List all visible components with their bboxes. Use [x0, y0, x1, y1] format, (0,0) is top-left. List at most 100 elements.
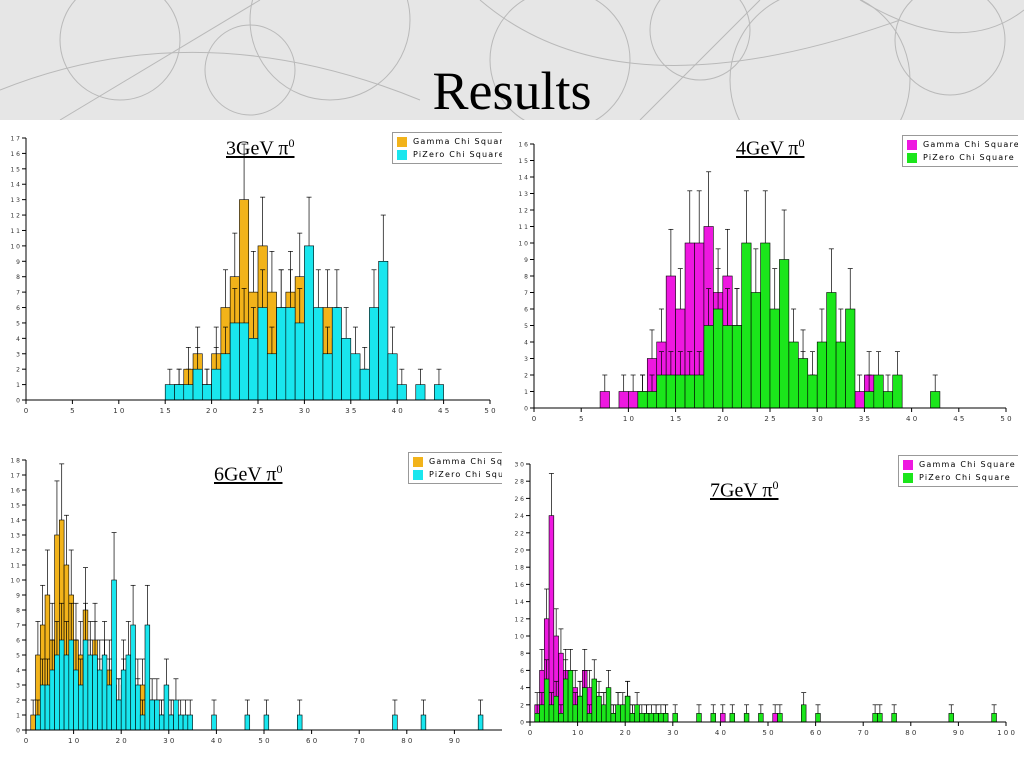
histogram-bar-cyan	[68, 639, 74, 731]
plot-title-superscript: 0	[798, 136, 805, 150]
legend-3gev: Gamma Chi Square PiZero Chi Square	[392, 132, 502, 164]
y-tick-label: 1 1	[518, 224, 528, 231]
histogram-bar-cyan	[106, 684, 112, 731]
histogram-bar-green	[807, 374, 818, 409]
x-tick-label: 5	[579, 415, 583, 423]
legend-item-pizero: PiZero Chi Square	[907, 151, 1015, 164]
y-tick-label: 1 2	[10, 213, 20, 220]
y-tick-label: 1 5	[518, 158, 528, 165]
histogram-bar-green	[892, 374, 903, 409]
y-tick-label: 1 5	[10, 503, 20, 510]
histogram-bar-cyan	[396, 384, 407, 401]
histogram-bar-green	[586, 713, 593, 723]
legend-4gev: Gamma Chi Square PiZero Chi Square	[902, 135, 1018, 167]
y-tick-label: 0	[16, 728, 20, 735]
y-tick-label: 6	[16, 638, 20, 645]
histogram-bar-cyan	[331, 307, 342, 401]
legend-7gev: Gamma Chi Square PiZero Chi Square	[898, 455, 1018, 487]
x-tick-label: 4 0	[211, 737, 222, 745]
y-tick-label: 5	[16, 320, 20, 327]
plot-title-superscript: 0	[772, 478, 779, 492]
histogram-bar-green	[572, 704, 578, 723]
legend-swatch-cyan	[397, 149, 407, 160]
histogram-bar-green	[835, 341, 846, 409]
y-tick-label: 8	[520, 651, 524, 658]
x-tick-label: 4 5	[953, 415, 964, 423]
histogram-bar-green	[684, 374, 695, 409]
y-tick-label: 3	[524, 356, 528, 363]
y-tick-label: 1 0	[10, 578, 20, 585]
histogram-bar-cyan	[229, 322, 240, 401]
x-tick-label: 0	[532, 415, 536, 423]
histogram-bar-green	[643, 713, 650, 723]
legend-swatch-gold	[413, 456, 423, 467]
histogram-bar-cyan	[154, 699, 160, 731]
x-tick-label: 8 0	[905, 729, 916, 737]
y-tick-label: 1 2	[518, 208, 528, 215]
legend-item-pizero: PiZero Chi Square	[397, 148, 502, 161]
histogram-bar-green	[548, 704, 555, 723]
histogram-bar-green	[675, 374, 686, 409]
histogram-bar-cyan	[350, 353, 361, 401]
histogram-6gev: 0 1 0 2 0 3 0 4 0 5 0 6 0 7 0 8 0 9 0 0 1 2 3 4 5 6 7 8 9 1 …	[10, 458, 502, 745]
histogram-bar-green	[615, 704, 621, 723]
histogram-bar-cyan	[158, 714, 165, 731]
histogram-bar-magenta	[628, 391, 639, 409]
histogram-bar-green	[731, 325, 742, 409]
y-tick-label: 1	[524, 389, 528, 396]
histogram-bar-green	[826, 292, 837, 409]
y-tick-label: 1 6	[10, 488, 20, 495]
histogram-bar-green	[648, 713, 655, 723]
plot-title-superscript: 0	[276, 462, 283, 476]
histogram-bar-cyan	[178, 714, 184, 731]
legend-6gev: Gamma Chi Squ PiZero Chi Squar	[408, 452, 502, 484]
histogram-bar-cyan	[82, 639, 89, 731]
histogram-bar-green	[696, 713, 702, 723]
histogram-bar-cyan	[54, 654, 60, 731]
y-tick-label: 0	[16, 398, 20, 405]
legend-label: Gamma Chi Square	[413, 137, 502, 146]
histogram-bar-cyan	[130, 624, 136, 731]
histogram-bar-green	[620, 704, 626, 723]
y-tick-label: 1 4	[514, 599, 524, 606]
histogram-bar-green	[750, 292, 761, 409]
histogram-bar-cyan	[174, 384, 185, 401]
histogram-bar-green	[563, 678, 569, 723]
x-tick-label: 7 0	[354, 737, 365, 745]
y-tick-label: 2 8	[514, 479, 524, 486]
y-tick-label: 5	[16, 653, 20, 660]
legend-item-gamma: Gamma Chi Square	[907, 138, 1018, 151]
histogram-bar-cyan	[97, 669, 103, 731]
histogram-bar-cyan	[294, 322, 305, 401]
histogram-bar-cyan	[35, 714, 41, 731]
histogram-bar-green	[769, 308, 780, 409]
x-tick-label: 2 0	[620, 729, 631, 737]
y-tick-label: 6	[16, 305, 20, 312]
histogram-bar-green	[665, 374, 676, 409]
y-tick-label: 2 6	[514, 496, 524, 503]
x-tick-label: 4 0	[906, 415, 917, 423]
x-tick-label: 5 0	[1000, 415, 1011, 423]
histogram-bar-cyan	[369, 307, 379, 401]
histogram-bar-green	[743, 713, 750, 723]
x-tick-label: 1 0	[113, 407, 124, 415]
y-tick-label: 2	[524, 373, 528, 380]
y-tick-label: 9	[16, 259, 20, 266]
histogram-bar-green	[567, 670, 574, 723]
histogram-bar-green	[779, 259, 790, 409]
y-tick-label: 7	[524, 290, 528, 297]
histogram-bar-green	[582, 687, 588, 723]
x-tick-label: 2 0	[116, 737, 127, 745]
histogram-bar-cyan	[192, 368, 203, 401]
histogram-bar-cyan	[248, 338, 259, 401]
legend-label: PiZero Chi Square	[923, 153, 1015, 162]
legend-label: Gamma Chi Squ	[429, 457, 502, 466]
y-tick-label: 1	[16, 713, 20, 720]
histogram-bar-green	[864, 391, 875, 409]
slide-title: Results	[432, 61, 592, 120]
histogram-bar-cyan	[477, 714, 484, 731]
legend-label: Gamma Chi Square	[919, 460, 1016, 469]
y-tick-label: 3	[16, 351, 20, 358]
legend-swatch-magenta	[907, 139, 917, 150]
histogram-bar-cyan	[420, 714, 427, 731]
